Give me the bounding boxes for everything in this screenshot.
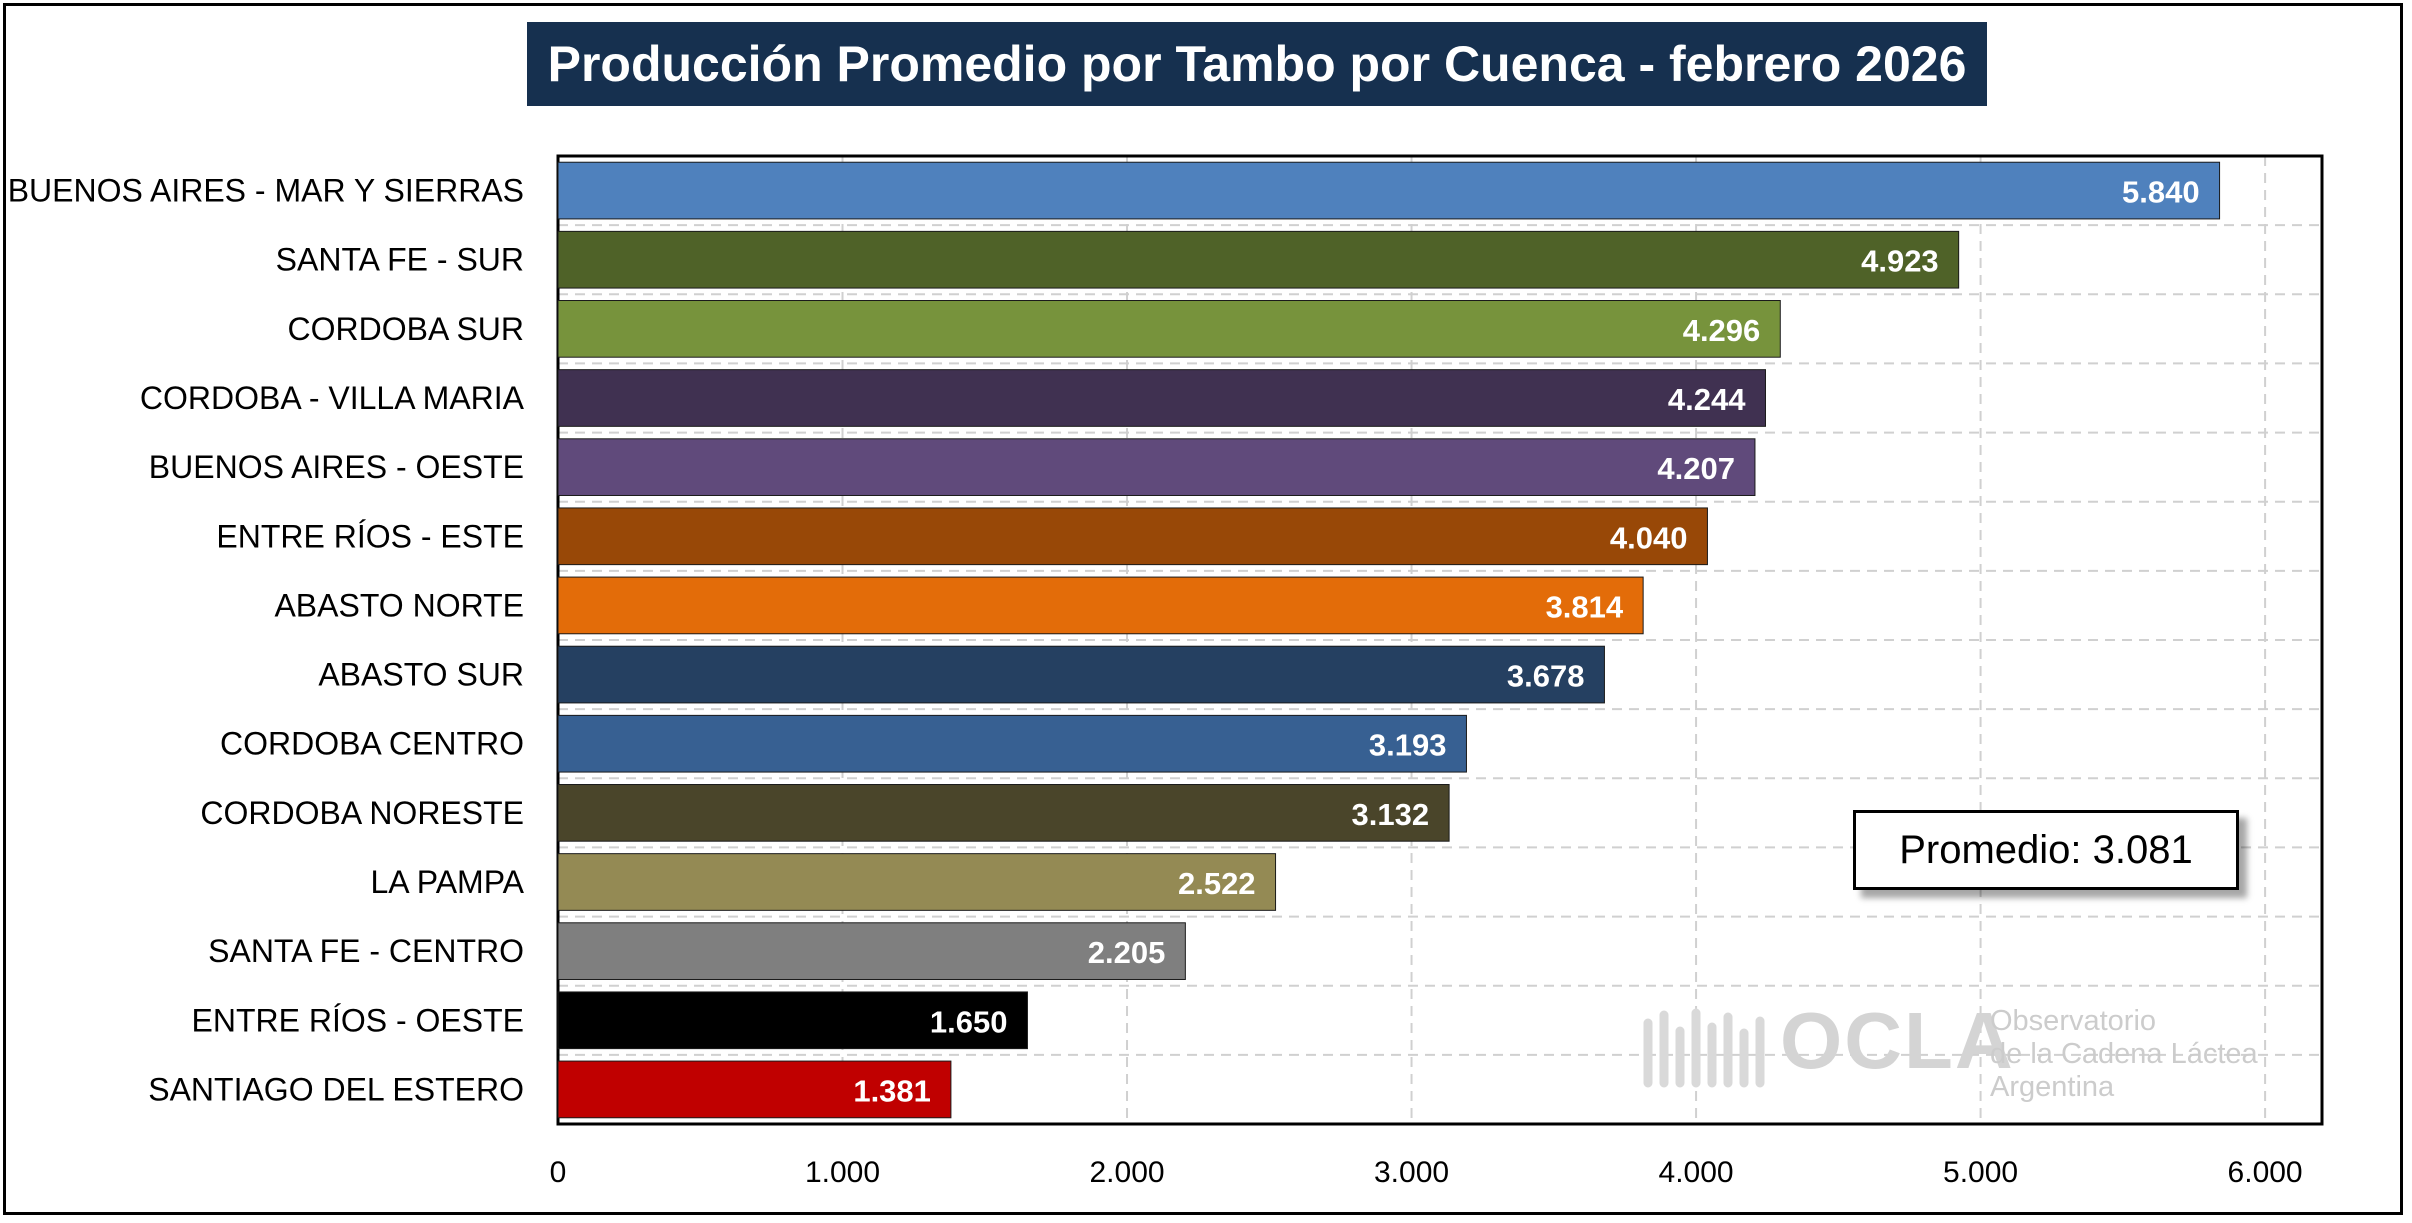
bar [557, 853, 1277, 911]
category-label: CORDOBA NORESTE [200, 795, 524, 831]
x-axis-tick-labels: 0 1.000 2.000 3.000 4.000 5.000 6.000 [550, 1156, 2303, 1189]
bar [557, 438, 1756, 496]
bar [557, 507, 1708, 566]
value-label: 3.678 [1507, 659, 1585, 694]
category-label: LA PAMPA [370, 864, 524, 900]
category-label: SANTIAGO DEL ESTERO [148, 1071, 524, 1107]
category-label: ABASTO SUR [318, 657, 524, 693]
value-label: 4.923 [1861, 244, 1939, 279]
value-label: 1.381 [853, 1073, 931, 1108]
value-label: 3.193 [1369, 728, 1447, 763]
bar [557, 784, 1450, 842]
bar [557, 645, 1605, 704]
x-tick-label: 3.000 [1374, 1156, 1449, 1189]
value-label: 1.650 [930, 1004, 1008, 1039]
category-label: SANTA FE - SUR [276, 242, 524, 278]
ocla-wordmark: OCLA [1780, 996, 2015, 1085]
chart-title: Producción Promedio por Tambo por Cuenca… [527, 22, 1987, 106]
ocla-caption: Observatorio de la Cadena Láctea Argenti… [1990, 1005, 2258, 1104]
category-label: ENTRE RÍOS - OESTE [192, 1002, 524, 1038]
category-label: CORDOBA SUR [288, 311, 524, 347]
category-label: BUENOS AIRES - MAR Y SIERRAS [8, 173, 524, 209]
bar [557, 1060, 952, 1119]
bar [557, 161, 2221, 220]
x-tick-label: 6.000 [2228, 1156, 2303, 1189]
ocla-caption-line-3: Argentina [1990, 1071, 2115, 1103]
category-label: CORDOBA - VILLA MARIA [140, 380, 525, 416]
bar [557, 369, 1766, 427]
value-label: 3.814 [1546, 589, 1624, 624]
x-tick-label: 2.000 [1089, 1156, 1164, 1189]
value-labels: 5.840 4.923 4.296 4.244 4.207 4.040 3.814 3.678… [853, 175, 2199, 1109]
category-label: SANTA FE - CENTRO [208, 933, 524, 969]
bar [557, 576, 1644, 635]
ocla-logo: OCLA Observatorio de la Cadena Láctea Ar… [1640, 995, 2280, 1115]
value-label: 5.840 [2122, 175, 2200, 210]
bars-layer [557, 161, 2221, 1119]
bar [557, 714, 1467, 773]
value-label: 2.205 [1088, 935, 1166, 970]
x-tick-label: 4.000 [1659, 1156, 1734, 1189]
x-tick-label: 1.000 [805, 1156, 880, 1189]
bar [557, 991, 1028, 1050]
x-tick-label: 0 [550, 1156, 567, 1189]
value-label: 3.132 [1352, 797, 1430, 832]
ocla-caption-line-2: de la Cadena Láctea [1990, 1038, 2258, 1070]
category-label: ABASTO NORTE [274, 587, 524, 623]
x-tick-label: 5.000 [1943, 1156, 2018, 1189]
category-label: BUENOS AIRES - OESTE [149, 449, 524, 485]
category-label: CORDOBA CENTRO [220, 726, 524, 762]
ocla-logo-mark-icon [1643, 1008, 1765, 1088]
value-label: 4.296 [1683, 313, 1761, 348]
category-labels: BUENOS AIRES - MAR Y SIERRAS SANTA FE - S… [8, 173, 525, 1108]
ocla-caption-line-1: Observatorio [1990, 1005, 2157, 1037]
bar [557, 922, 1186, 980]
value-label: 2.522 [1178, 866, 1256, 901]
category-label: ENTRE RÍOS - ESTE [216, 518, 524, 554]
value-label: 4.207 [1657, 451, 1735, 486]
average-annotation: Promedio: 3.081 [1853, 810, 2239, 890]
bar [557, 230, 1960, 289]
plot-area-border [556, 154, 2324, 1126]
bar [557, 300, 1781, 358]
value-label: 4.244 [1668, 382, 1746, 417]
value-label: 4.040 [1610, 520, 1688, 555]
